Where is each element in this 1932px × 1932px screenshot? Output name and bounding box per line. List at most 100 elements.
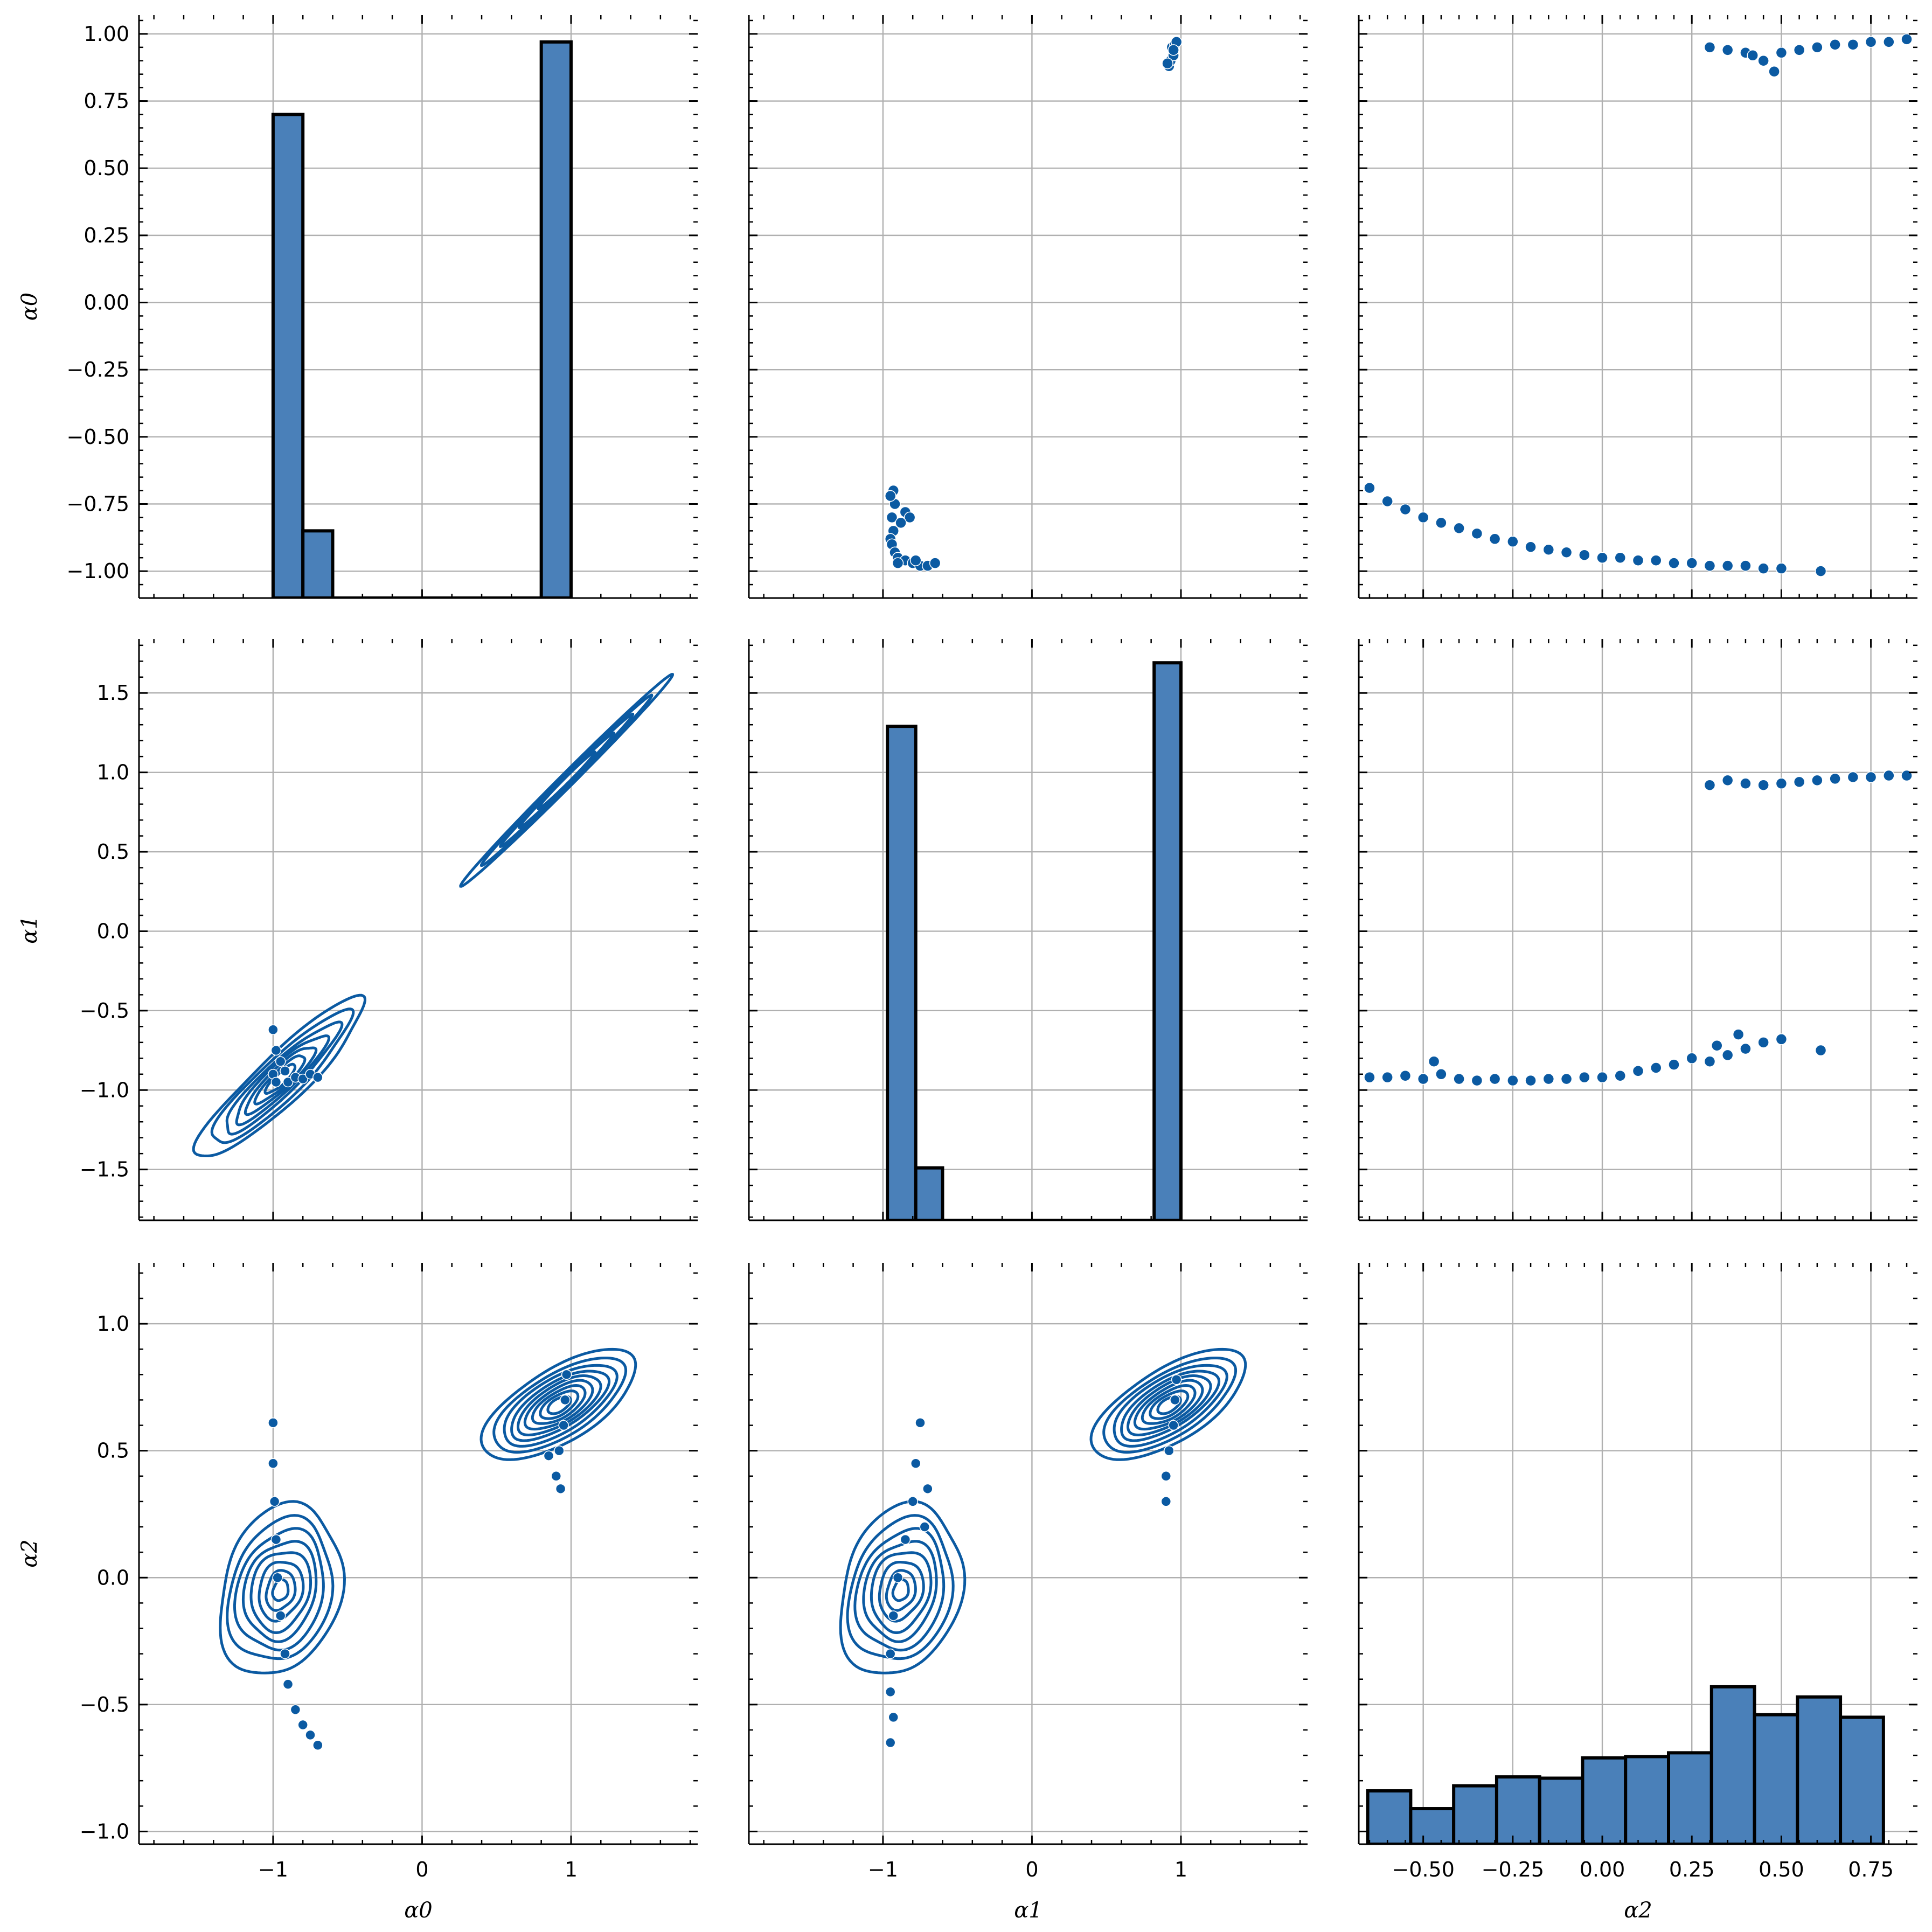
- scatter-point: [1399, 1069, 1412, 1082]
- scatter-point: [270, 1076, 282, 1088]
- scatter-point: [1364, 482, 1375, 494]
- scatter-point: [1711, 1039, 1723, 1052]
- histogram-bar: [1624, 1755, 1671, 1844]
- kde-contour: [226, 1514, 335, 1660]
- y-tick-label: 0.75: [84, 89, 129, 113]
- scatter-point: [551, 1471, 562, 1482]
- kde-contour: [539, 1389, 580, 1420]
- scatter-point: [560, 1394, 571, 1406]
- scatter-point: [1815, 1044, 1827, 1057]
- plot-area: [839, 1347, 1247, 1748]
- histogram-bar: [1796, 1695, 1843, 1844]
- scatter-point: [892, 1572, 904, 1583]
- y-tick-label: −0.5: [80, 1693, 129, 1716]
- scatter-point: [885, 1686, 896, 1698]
- plot-area: [884, 36, 1183, 572]
- scatter-point: [1525, 541, 1537, 553]
- plot-area: [886, 661, 1183, 1220]
- scatter-point: [1453, 1073, 1465, 1085]
- scatter-point: [1160, 1496, 1172, 1507]
- scatter-point: [1747, 50, 1759, 61]
- kde-contour: [1120, 1370, 1221, 1442]
- scatter-point: [1865, 771, 1877, 783]
- scatter-point: [1417, 511, 1429, 524]
- scatter-point: [290, 1704, 301, 1715]
- scatter-point: [270, 1534, 282, 1545]
- histogram-bar: [1709, 1685, 1756, 1844]
- y-tick-label: −1.5: [80, 1158, 129, 1182]
- scatter-point: [555, 1483, 566, 1495]
- scatter-point: [1883, 36, 1895, 48]
- y-tick-label: −0.75: [67, 492, 129, 516]
- histogram-bar: [1366, 1789, 1413, 1844]
- scatter-point: [1732, 1028, 1745, 1040]
- scatter-point: [1428, 1055, 1440, 1067]
- y-tick-label: 1.00: [84, 22, 129, 46]
- histogram-bar: [1667, 1751, 1713, 1844]
- scatter-point: [1721, 44, 1734, 56]
- y-tick-label: −1.0: [80, 1819, 129, 1843]
- scatter-point: [1507, 536, 1519, 548]
- scatter-point: [1162, 58, 1173, 70]
- scatter-point: [1160, 1471, 1172, 1482]
- scatter-point: [1829, 773, 1841, 785]
- histogram-bar: [1152, 661, 1183, 1220]
- x-tick-label: 0.50: [1759, 1858, 1804, 1881]
- scatter-point: [280, 1648, 290, 1659]
- plot-area: [1364, 33, 1913, 577]
- histogram-bar: [1839, 1715, 1885, 1844]
- histogram-bar: [1581, 1756, 1628, 1844]
- kde-contour: [253, 1054, 307, 1106]
- scatter-point: [1740, 777, 1752, 790]
- kde-contour: [517, 1374, 602, 1437]
- panel-1-0: −1.5 −1.0 −0.5 0.0 0.5 1.0 1.5 α1: [17, 639, 698, 1221]
- scatter-point: [1793, 44, 1805, 56]
- scatter-point: [275, 1610, 286, 1621]
- scatter-point: [1815, 565, 1827, 577]
- y-tick-label: −1.00: [67, 559, 129, 583]
- scatter-point: [1579, 549, 1590, 561]
- x-axis-label: α2: [1624, 1898, 1652, 1923]
- kde-contour: [523, 1379, 594, 1431]
- scatter-point: [282, 1076, 294, 1088]
- scatter-point: [297, 1073, 308, 1085]
- scatter-point: [885, 1648, 896, 1659]
- scatter-point: [1686, 557, 1698, 569]
- histogram-bar: [271, 113, 305, 598]
- scatter-point: [1721, 1049, 1734, 1061]
- scatter-point: [1883, 769, 1895, 782]
- scatter-point: [1865, 36, 1877, 48]
- kde-contour: [244, 1046, 318, 1116]
- y-tick-label: 1.0: [97, 761, 129, 784]
- kde-contour: [241, 1540, 318, 1643]
- scatter-point: [884, 490, 896, 502]
- scatter-point: [270, 1045, 282, 1056]
- scatter-point: [1757, 562, 1769, 574]
- y-tick-label: 1.5: [97, 681, 129, 705]
- scatter-point: [1668, 557, 1680, 569]
- scatter-point: [1560, 546, 1573, 558]
- y-tick-label: −1.0: [80, 1078, 129, 1102]
- x-tick-label: 0.75: [1848, 1858, 1894, 1881]
- scatter-point: [543, 1450, 554, 1461]
- scatter-point: [1435, 517, 1447, 529]
- scatter-point: [1740, 560, 1752, 572]
- kde-contour: [271, 1578, 290, 1602]
- scatter-point: [1381, 495, 1393, 508]
- scatter-point: [1417, 1073, 1429, 1085]
- kde-contour: [518, 731, 616, 829]
- x-tick-label: 0.00: [1580, 1858, 1625, 1881]
- scatter-point: [1471, 527, 1483, 540]
- scatter-point: [1632, 1065, 1644, 1077]
- panel-0-2: [1358, 15, 1917, 599]
- scatter-point: [1775, 777, 1788, 790]
- y-tick-label: 0.0: [97, 919, 129, 943]
- kde-contour: [210, 1007, 355, 1144]
- scatter-point: [1775, 1033, 1788, 1045]
- histogram-bar: [1495, 1775, 1541, 1844]
- scatter-point: [895, 517, 907, 529]
- y-axis-label: α2: [17, 1539, 42, 1567]
- scatter-point: [1167, 44, 1179, 56]
- kde-contour: [531, 1384, 587, 1425]
